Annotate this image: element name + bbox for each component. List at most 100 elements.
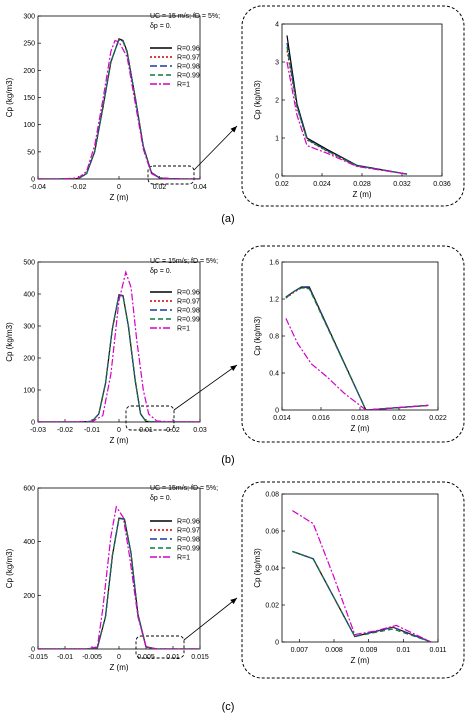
panel-c-zoom-axes-frame (281, 493, 439, 643)
panel-c-zoom-series-r097 (292, 550, 432, 642)
panel-a-zoom-xtick-label: 0.032 (393, 181, 411, 188)
panel-c-legend-label: R=0.97 (177, 528, 200, 535)
panel-a-legend: R=0.96 R=0.97 R=0.98 R=0.99 R=1 (150, 46, 200, 89)
panel-a-main-plot: -0.04 -0.02 0 0.02 0.04 0 50 100 150 200 250 300 Z (… (5, 14, 207, 203)
panel-b-annotation-line: UC = 15m/s; fD = 5%; (150, 258, 218, 265)
panel-b-main-ytick-label: 500 (23, 260, 35, 267)
panel-a-main-yaxis-label: Cp (kg/m3) (5, 77, 14, 117)
panel-b-legend-label: R=0.99 (177, 317, 200, 324)
panel-b-zoom-frame (241, 245, 465, 443)
panel-a-main-xtick-label: -0.02 (71, 184, 87, 191)
panel-b-main-xtick-label: 0.01 (139, 427, 153, 434)
panel-c-zoom-ytick-label: 0.04 (265, 566, 279, 573)
panel-c-legend-label: R=1 (177, 555, 190, 562)
panel-a-zoom-xtick-label: 0.036 (433, 181, 451, 188)
panel-c-zoom-xtick-label: 0.009 (360, 647, 378, 654)
panel-c-main-series-r099 (38, 517, 200, 649)
panel-a-main-xtick-label: 0.04 (193, 184, 207, 191)
panel-b-zoom-xaxis-label: Z (m) (350, 424, 369, 433)
panel-a-zoom-arrowhead (230, 126, 237, 133)
panel-a-main-ytick-label: 0 (31, 177, 35, 184)
panel-b-main-ytick-label: 0 (31, 420, 35, 427)
panel-a-main-xtick-label: 0 (117, 184, 121, 191)
panel-b-zoom-xtick-label: 0.022 (429, 415, 447, 422)
panel-c-main-axes-frame (37, 487, 201, 650)
panel-b-main-xtick-label: 0.02 (166, 427, 180, 434)
panel-label-b: (b) (221, 454, 234, 466)
panel-a-zoom-plot: 0.02 0.024 0.028 0.032 0.036 0 1 2 3 4 Z (m) Cp (kg… (253, 22, 451, 200)
panel-a-zoom-series-r096 (286, 35, 408, 175)
panel-c-main-series-r096 (38, 517, 200, 649)
panel-a-zoom-series-r098 (286, 42, 408, 175)
panel-c-zoom-series-r096 (292, 550, 432, 642)
panel-a-zoom-series-r097 (286, 50, 408, 175)
panel-b-zoom-series-r097 (285, 287, 429, 410)
panel-a-main-ytick-label: 150 (23, 95, 35, 102)
panel-b-main-series-r099 (38, 294, 200, 422)
panel-c-main-xtick-label: 0.015 (191, 654, 209, 661)
panel-c-zoom-series-r1 (292, 510, 432, 642)
panel-b-zoom-xtick-label: 0.02 (392, 415, 406, 422)
panel-c-zoom-ytick-label: 0.06 (265, 529, 279, 536)
panel-b-zoom-arrow (173, 364, 238, 411)
panel-b-annotation-line: δp = 0. (150, 268, 172, 275)
panel-a-main-ytick-label: 300 (23, 14, 35, 21)
panel-a-main-xaxis-label: Z (m) (109, 193, 128, 202)
panel-c-main-ytick-label: 400 (23, 539, 35, 546)
panel-c-legend-label: R=0.99 (177, 546, 200, 553)
panel-b-zoom-series-r1 (285, 318, 429, 410)
panel-c-zoom-xtick-label: 0.008 (325, 647, 343, 654)
panel-a-legend-label: R=0.98 (177, 64, 200, 71)
panel-a-zoom-ytick-label: 4 (275, 22, 279, 29)
panel-c-main-ytick-label: 0 (31, 647, 35, 654)
panel-c-zoom-selection (135, 635, 185, 659)
panel-a-zoom-xtick-label: 0.024 (313, 181, 331, 188)
panel-a-legend-label: R=1 (177, 82, 190, 89)
panel-b-main-xaxis-label: Z (m) (109, 436, 128, 445)
panel-b-main-xtick-label: 0 (117, 427, 121, 434)
panel-b-zoom-ytick-label: 0.4 (269, 371, 279, 378)
panel-b-zoom-axes-frame (281, 261, 439, 411)
panel-c-zoom-frame (241, 481, 465, 679)
panel-a-legend-label: R=0.97 (177, 55, 200, 62)
panel-b-main-series-r1 (38, 270, 200, 422)
panel-a-zoom-ytick-label: 3 (275, 60, 279, 67)
panel-b-legend-label: R=0.97 (177, 299, 200, 306)
panel-c-zoom-ytick-label: 0.02 (265, 603, 279, 610)
panel-a-annotation-line: δp = 0. (150, 23, 172, 30)
panel-a-zoom-arrow (193, 125, 238, 171)
panel-a-zoom-frame (241, 5, 465, 207)
panel-c-zoom-xtick-label: 0.007 (291, 647, 309, 654)
panel-c-zoom-xtick-label: 0.011 (430, 647, 447, 654)
panel-b-zoom-ytick-label: 1.2 (269, 297, 279, 304)
panel-b-main-ytick-label: 200 (23, 356, 35, 363)
panel-a-legend-label: R=0.96 (177, 46, 200, 53)
panel-b-zoom-series-r099 (285, 287, 429, 410)
panel-a-main-ytick-label: 200 (23, 68, 35, 75)
panel-c-zoom-plot: 0.007 0.008 0.009 0.01 0.011 0 0.02 0.04 0.06 0.0… (253, 492, 447, 666)
panel-b-zoom-xtick-label: 0.018 (351, 415, 369, 422)
panel-b-main-xtick-label: -0.01 (84, 427, 100, 434)
panel-a-main-series-r097 (38, 38, 200, 179)
panel-b-main-series-r096 (38, 293, 200, 422)
panel-a-zoom-xtick-label: 0.02 (275, 181, 289, 188)
panel-a-legend-label: R=0.99 (177, 73, 200, 80)
panel-c-main-xtick-label: 0.01 (166, 654, 180, 661)
panel-b-zoom-selection (125, 405, 175, 431)
panel-a-main-xtick-label: 0.02 (153, 184, 167, 191)
panel-b-main-ytick-label: 100 (23, 388, 35, 395)
panel-b-main-xtick-label: -0.02 (57, 427, 73, 434)
panel-label-c: (c) (222, 701, 235, 713)
panel-b-zoom-plot: 0.014 0.016 0.018 0.02 0.022 0 0.4 0.8 1.2 1.6 Z (… (253, 260, 447, 434)
panel-b-zoom-ytick-label: 0 (275, 408, 279, 415)
panel-a-zoom-ytick-label: 1 (275, 136, 279, 143)
panel-c-zoom-ytick-label: 0 (275, 640, 279, 647)
panel-c-main-plot: -0.015 -0.01 -0.005 0 0.005 0.01 0.015 0 200 400 6… (5, 486, 209, 673)
panel-c-zoom-xtick-label: 0.01 (397, 647, 411, 654)
panel-c-zoom-series-r099 (292, 550, 432, 642)
panel-b-legend-label: R=0.98 (177, 308, 200, 315)
panel-a-main-series-r1 (38, 39, 200, 179)
panel-c-main-xtick-label: -0.005 (82, 654, 102, 661)
panel-c-main-series-r097 (38, 517, 200, 649)
